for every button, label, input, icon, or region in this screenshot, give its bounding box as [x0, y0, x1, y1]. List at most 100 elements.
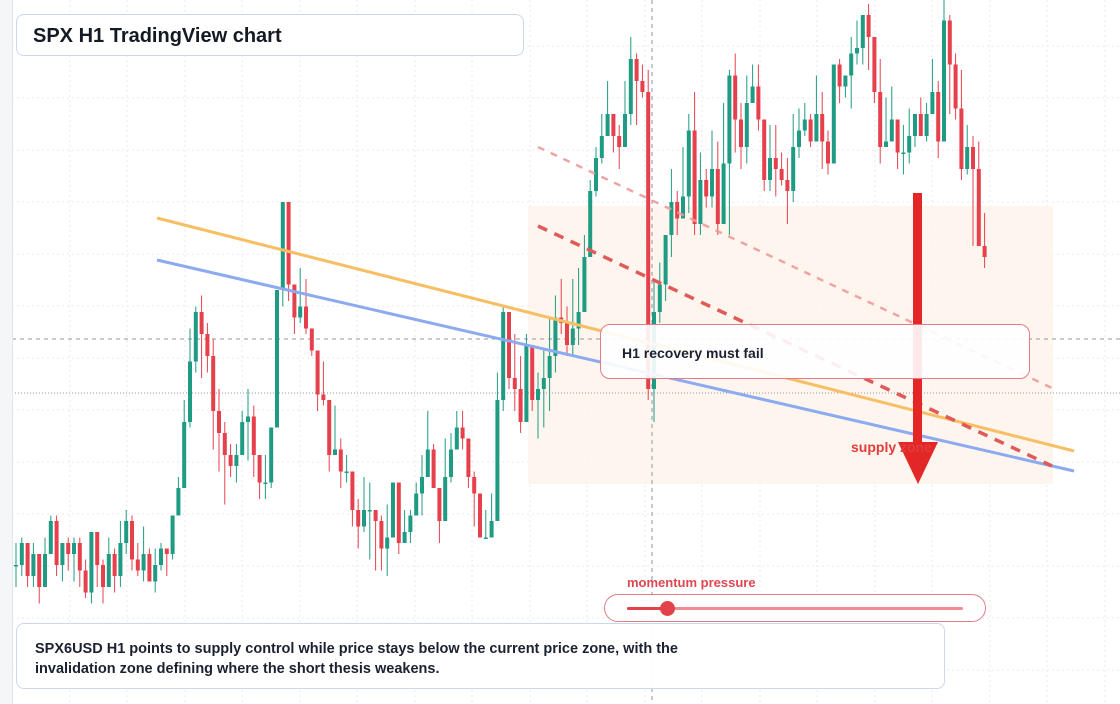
candle-bullish — [170, 515, 175, 554]
candle-bullish — [698, 180, 703, 224]
candle-bullish — [72, 543, 76, 554]
candle-bearish — [217, 411, 221, 433]
candle-bullish — [275, 290, 279, 428]
candle-bullish — [118, 543, 123, 576]
candle-bullish — [599, 136, 604, 158]
candle-bearish — [565, 323, 569, 345]
candle-bearish — [779, 169, 784, 180]
candle-bearish — [530, 345, 535, 400]
candle-bearish — [95, 532, 100, 565]
candle-bearish — [611, 114, 616, 136]
candle-bullish — [849, 53, 854, 76]
candle-bullish — [547, 356, 552, 378]
candle-bullish — [797, 130, 801, 147]
momentum-meter[interactable] — [604, 594, 986, 622]
candle-bullish — [576, 312, 581, 329]
candle-bearish — [715, 169, 720, 224]
candle-bullish — [802, 119, 807, 131]
candle-bullish — [246, 416, 250, 422]
candle-bearish — [205, 334, 210, 356]
candle-bullish — [362, 510, 366, 527]
candle-bullish — [710, 169, 714, 197]
candle-bullish — [153, 565, 158, 582]
candle-bearish — [315, 350, 320, 395]
candle-bullish — [768, 158, 772, 180]
candle-bearish — [866, 15, 871, 37]
candle-bullish — [60, 543, 65, 565]
candle-bullish — [449, 449, 453, 477]
candle-bullish — [454, 427, 459, 450]
candle-bullish — [843, 75, 848, 87]
candle-bullish — [791, 147, 796, 191]
candle-bullish — [402, 532, 407, 543]
candle-bearish — [66, 543, 71, 554]
candle-bearish — [304, 306, 308, 329]
candle-bullish — [669, 202, 674, 235]
candle-bearish — [518, 389, 523, 422]
candle-bearish — [820, 114, 825, 142]
supply-zone-label: supply zone — [851, 439, 932, 455]
candle-bearish — [872, 37, 877, 92]
candle-bullish — [855, 48, 859, 54]
channel-upper-dashed — [537, 145, 1053, 390]
candle-bearish — [350, 471, 355, 510]
candle-bullish — [541, 378, 546, 389]
candle-bearish — [762, 119, 767, 180]
candle-bullish — [588, 191, 593, 257]
candle-bearish — [947, 20, 952, 65]
candle-bearish — [675, 202, 680, 219]
candle-bearish — [164, 548, 169, 554]
candle-bullish — [43, 554, 47, 587]
candle-bullish — [31, 554, 36, 576]
candle-bearish — [437, 488, 442, 521]
candle-bearish — [37, 554, 42, 587]
candle-bearish — [733, 75, 738, 120]
candle-bullish — [965, 147, 970, 169]
candle-bullish — [298, 306, 303, 318]
candle-bullish — [623, 114, 627, 147]
candle-bearish — [431, 449, 436, 488]
candle-bullish — [193, 312, 198, 362]
candle-bullish — [536, 389, 540, 400]
candle-bullish — [901, 152, 906, 154]
bearish-arrow-head — [898, 442, 938, 484]
candle-bullish — [240, 422, 245, 455]
candle-bearish — [826, 141, 830, 164]
momentum-knob[interactable] — [660, 601, 676, 616]
candle-bullish — [408, 515, 413, 532]
candle-bearish — [83, 570, 88, 593]
candle-bearish — [617, 136, 622, 147]
candle-bearish — [646, 92, 651, 389]
candle-bearish — [976, 169, 981, 246]
candle-bullish — [501, 312, 506, 400]
candle-bearish — [130, 521, 134, 560]
candle-bullish — [582, 257, 587, 312]
recovery-callout: H1 recovery must fail — [600, 324, 1030, 379]
candle-bullish — [425, 449, 430, 477]
candle-bearish — [228, 455, 233, 466]
candle-bearish — [356, 510, 361, 527]
candle-bullish — [141, 554, 146, 571]
candle-bullish — [681, 196, 685, 219]
candle-bearish — [77, 543, 82, 571]
candle-bearish — [251, 416, 256, 455]
candle-bearish — [507, 312, 511, 378]
summary-line-2: invalidation zone defining where the sho… — [35, 661, 440, 677]
momentum-track — [627, 607, 963, 610]
chart-title: SPX H1 TradingView chart — [16, 14, 524, 56]
candle-bearish — [379, 521, 384, 549]
candle-bearish — [837, 64, 842, 87]
candle-bullish — [234, 455, 239, 466]
candle-bearish — [338, 449, 343, 472]
candle-bearish — [257, 455, 262, 483]
momentum-label: momentum pressure — [627, 575, 756, 590]
candle-bullish — [19, 543, 24, 565]
candle-bullish — [344, 471, 349, 473]
momentum-fill — [627, 607, 668, 610]
candle-bearish — [756, 86, 761, 120]
candle-bearish — [936, 92, 941, 142]
candle-bullish — [907, 136, 912, 153]
candle-bearish — [373, 510, 378, 521]
summary-line-1: SPX6USD H1 points to supply control whil… — [35, 641, 678, 657]
candle-bearish — [25, 543, 30, 576]
